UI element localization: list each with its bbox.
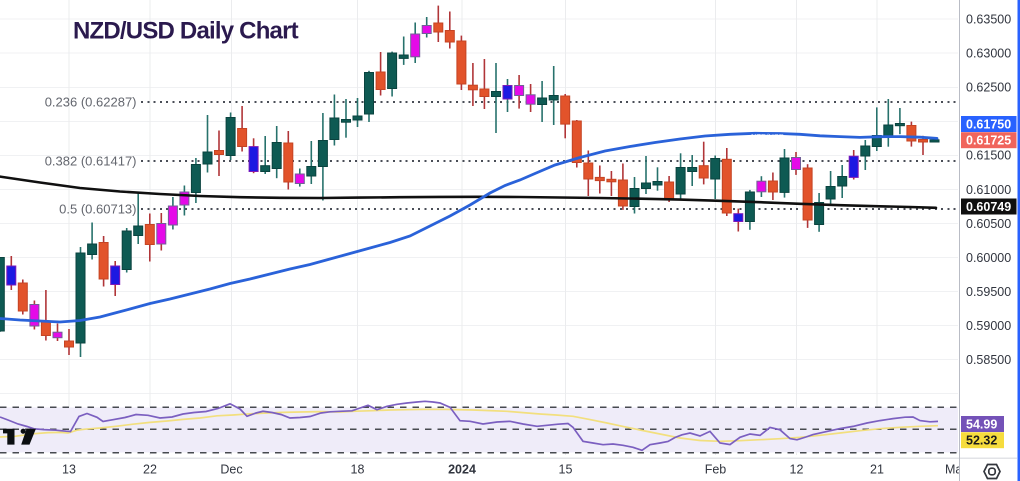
svg-text:0.61000: 0.61000	[966, 183, 1011, 197]
svg-text:12: 12	[790, 463, 804, 477]
svg-text:21: 21	[870, 463, 884, 477]
svg-text:13: 13	[62, 463, 76, 477]
svg-text:Mar: Mar	[945, 463, 967, 477]
svg-text:15: 15	[559, 463, 573, 477]
svg-text:2024: 2024	[448, 463, 476, 477]
svg-text:0.60749: 0.60749	[966, 200, 1011, 214]
svg-text:Dec: Dec	[220, 463, 242, 477]
svg-text:0.60000: 0.60000	[966, 251, 1011, 265]
svg-text:0.59000: 0.59000	[966, 319, 1011, 333]
svg-text:0.382 (0.61417): 0.382 (0.61417)	[45, 154, 137, 169]
svg-text:0.58500: 0.58500	[966, 353, 1011, 367]
svg-text:0.236 (0.62287): 0.236 (0.62287)	[45, 94, 137, 109]
svg-text:0.61750: 0.61750	[966, 118, 1011, 132]
svg-text:0.63000: 0.63000	[966, 47, 1011, 61]
svg-text:0.5 (0.60713): 0.5 (0.60713)	[59, 202, 136, 217]
svg-text:0.60500: 0.60500	[966, 217, 1011, 231]
svg-text:22: 22	[143, 463, 157, 477]
svg-text:54.99: 54.99	[966, 418, 997, 432]
svg-text:18: 18	[351, 463, 365, 477]
svg-text:0.59500: 0.59500	[966, 285, 1011, 299]
svg-text:0.61500: 0.61500	[966, 149, 1011, 163]
svg-text:NZD/USD: NZD/USD	[751, 132, 785, 141]
svg-text:0.63500: 0.63500	[966, 13, 1011, 27]
svg-text:0.62500: 0.62500	[966, 81, 1011, 95]
svg-text:NZD/USD Daily Chart: NZD/USD Daily Chart	[73, 18, 299, 45]
svg-text:0.61725: 0.61725	[966, 134, 1011, 148]
svg-text:Feb: Feb	[705, 463, 727, 477]
svg-text:52.32: 52.32	[966, 434, 997, 448]
